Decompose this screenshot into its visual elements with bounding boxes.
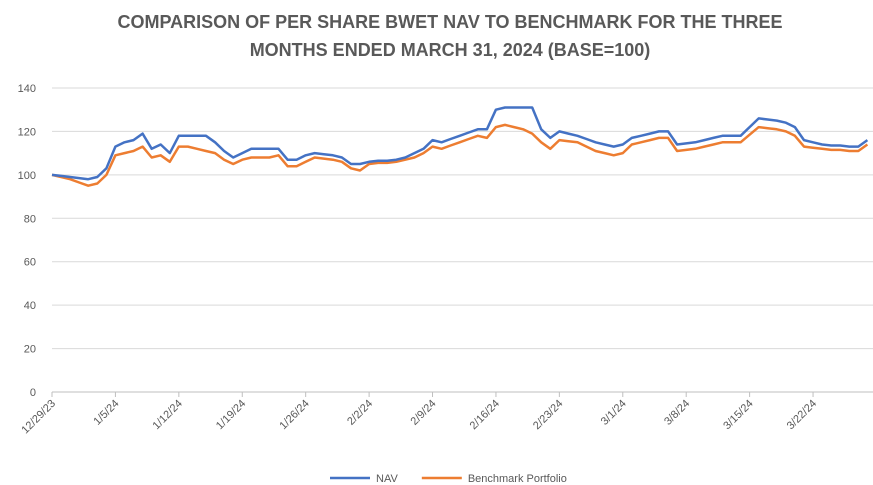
- chart-title: COMPARISON OF PER SHARE BWET NAV TO BENC…: [117, 12, 783, 60]
- x-tick-label: 3/22/24: [785, 398, 819, 432]
- x-tick-label: 12/29/23: [19, 398, 58, 437]
- x-tick-label: 3/1/24: [599, 398, 629, 428]
- x-tick-label: 2/9/24: [409, 398, 439, 428]
- y-tick-label: 20: [24, 344, 36, 356]
- legend-label: NAV: [376, 473, 398, 485]
- x-tick-label: 1/26/24: [277, 398, 311, 432]
- y-tick-label: 60: [24, 257, 36, 269]
- y-tick-label: 100: [18, 170, 36, 182]
- x-tick-label: 2/2/24: [345, 398, 375, 428]
- line-series: [51, 106, 869, 181]
- x-tick-label: 2/16/24: [468, 398, 502, 432]
- line-series: [51, 123, 869, 187]
- legend-label: Benchmark Portfolio: [468, 473, 567, 485]
- y-tick-label: 140: [18, 83, 36, 95]
- y-tick-label: 40: [24, 300, 36, 312]
- y-tick-label: 0: [30, 387, 36, 399]
- x-tick-label: 3/8/24: [662, 398, 692, 428]
- x-tick-label: 1/12/24: [151, 398, 185, 432]
- x-tick-label: 1/5/24: [91, 398, 121, 428]
- y-tick-label: 80: [24, 213, 36, 225]
- x-tick-label: 3/15/24: [721, 398, 755, 432]
- x-tick-label: 1/19/24: [214, 398, 248, 432]
- y-tick-label: 120: [18, 126, 36, 138]
- x-tick-label: 2/23/24: [531, 398, 565, 432]
